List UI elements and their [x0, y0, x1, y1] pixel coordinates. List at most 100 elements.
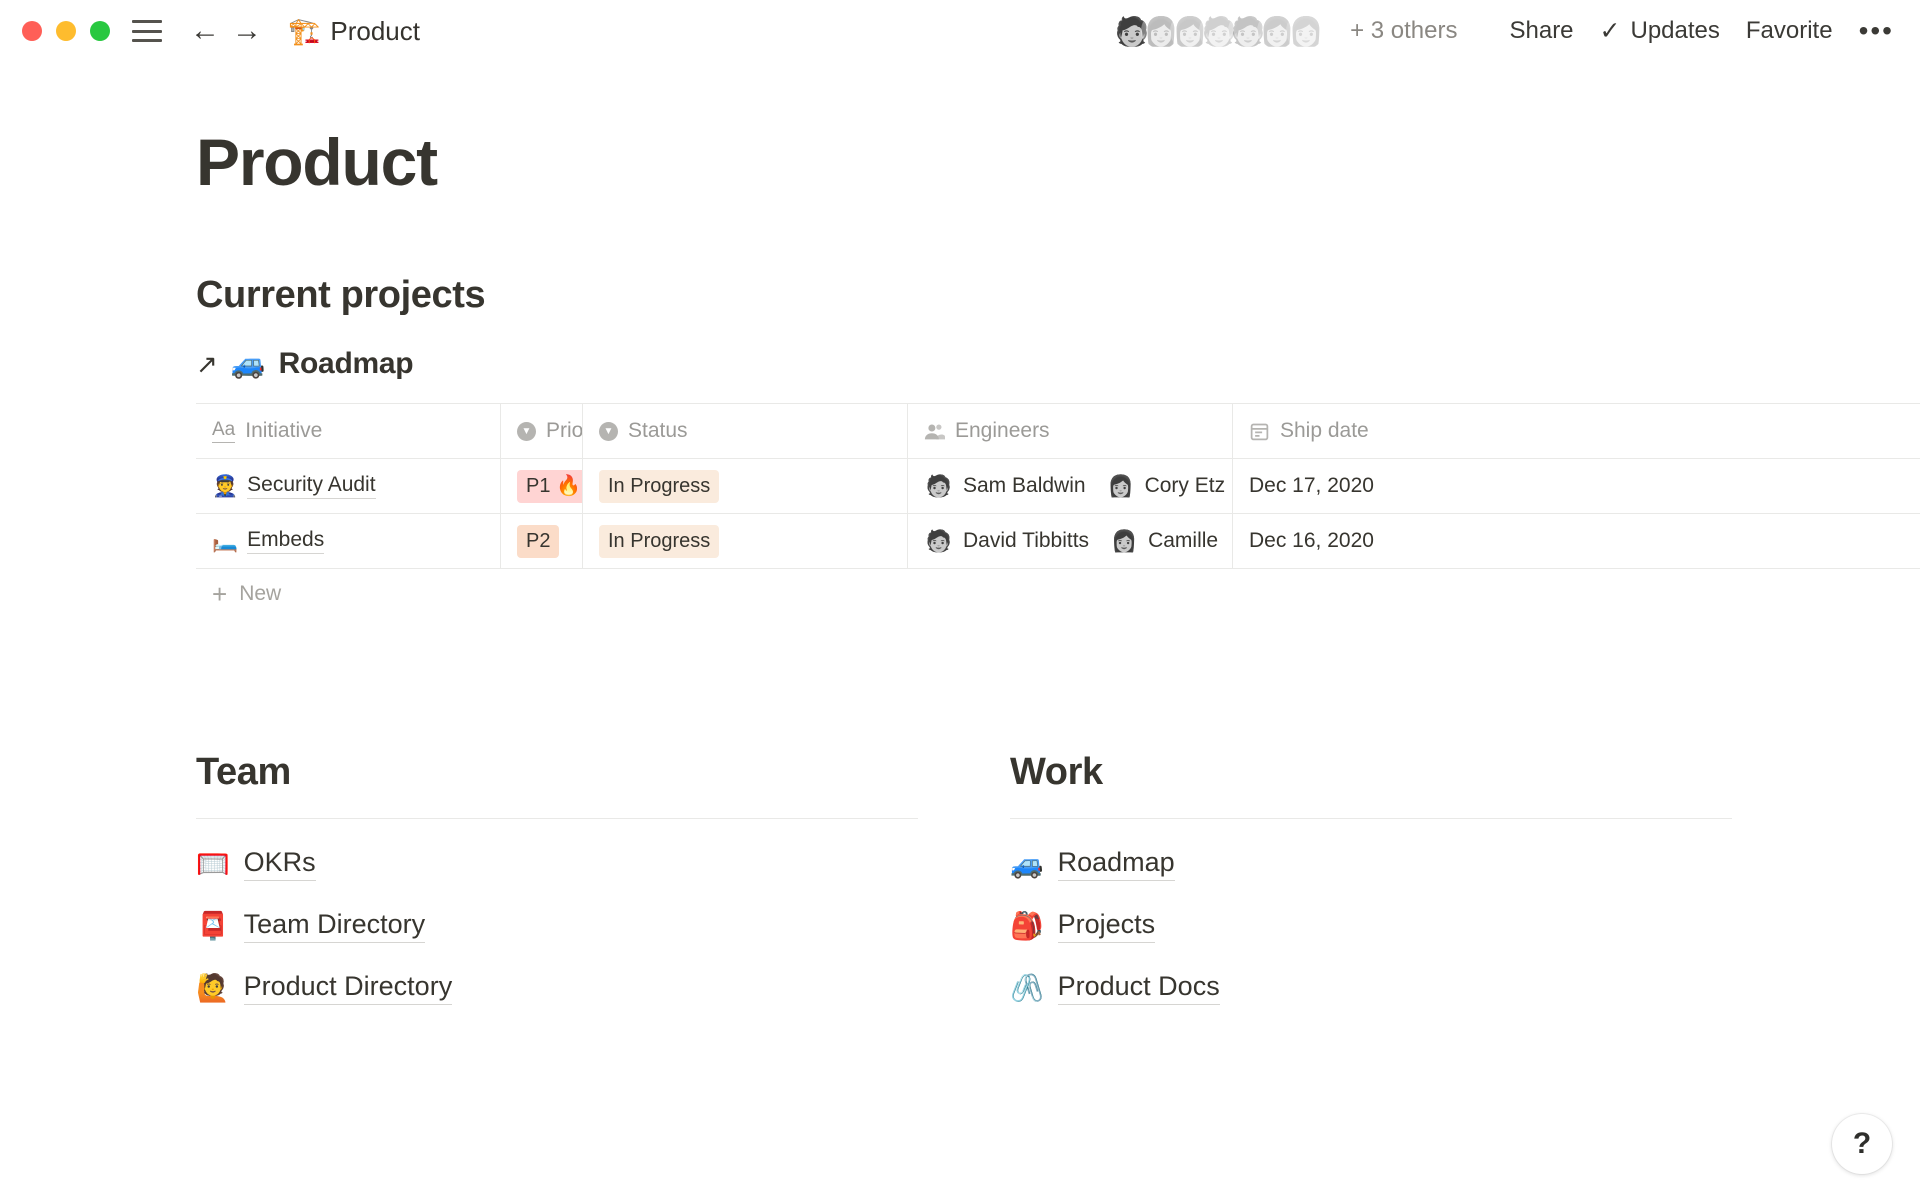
column-header-engineers[interactable]: Engineers [908, 404, 1233, 458]
link-label: Projects [1057, 909, 1156, 943]
engineer-name: David Tibbitts [963, 529, 1090, 552]
link-label: OKRs [243, 847, 316, 881]
cell-engineers[interactable]: 🧑 Sam Baldwin 👩 Cory Etz [908, 459, 1233, 513]
link-product-directory[interactable]: 🙋 Product Directory [196, 971, 918, 1005]
column-header-label: Initiative [245, 419, 323, 442]
link-projects[interactable]: 🎒 Projects [1010, 909, 1732, 943]
table-header-row: Aa Initiative ▼ Priority ▼ Status Engine… [196, 404, 1920, 459]
car-icon: 🚙 [1010, 848, 1044, 879]
forward-arrow-icon[interactable]: → [232, 14, 262, 47]
add-new-row-label: New [239, 582, 282, 605]
cell-ship-date[interactable]: Dec 17, 2020 [1233, 459, 1920, 513]
favorite-button[interactable]: Favorite [1745, 17, 1833, 44]
more-options-icon[interactable]: ••• [1858, 15, 1894, 46]
backpack-icon: 🎒 [1010, 910, 1044, 941]
avatar[interactable]: 👩 [1286, 11, 1327, 51]
avatar: 👩 [1107, 474, 1134, 498]
cell-status[interactable]: In Progress [583, 514, 908, 568]
help-button[interactable]: ? [1832, 1114, 1892, 1174]
select-type-icon: ▼ [599, 421, 618, 441]
engineer-name: Sam Baldwin [963, 474, 1086, 497]
initiative-link[interactable]: Embeds [247, 528, 325, 554]
team-heading: Team [196, 751, 291, 793]
linked-database-label: Roadmap [278, 347, 414, 380]
person-type-icon [924, 421, 945, 442]
bed-icon: 🛏️ [212, 529, 239, 553]
cell-priority[interactable]: P1 🔥 [501, 459, 583, 513]
link-product-docs[interactable]: 🖇️ Product Docs [1010, 971, 1732, 1005]
ship-date-value: Dec 16, 2020 [1249, 529, 1374, 552]
cell-initiative[interactable]: 👮 Security Audit [196, 459, 501, 513]
engineer-chip[interactable]: 👩 Cory Etz [1106, 471, 1226, 501]
window-titlebar: ← → 🏗️ Product 🧑 👩 👩 🧑 🧑 👩 👩 + 3 others … [0, 0, 1920, 62]
initiative-link[interactable]: Security Audit [247, 473, 376, 499]
current-projects-heading: Current projects [196, 274, 486, 316]
car-icon: 🚙 [230, 348, 266, 379]
add-new-row-button[interactable]: + New [196, 569, 1920, 619]
updates-button[interactable]: ✓ Updates [1600, 17, 1720, 45]
page-title: Product [196, 125, 438, 199]
engineer-chip[interactable]: 🧑 Sam Baldwin [924, 471, 1086, 501]
traffic-lights [22, 21, 110, 41]
link-label: Product Docs [1057, 971, 1220, 1005]
bottom-columns: Team 🥅 OKRs 📮 Team Directory 🙋 Product D… [196, 751, 1920, 1005]
cell-priority[interactable]: P2 [501, 514, 583, 568]
divider [1010, 818, 1732, 819]
calendar-type-icon [1249, 421, 1270, 442]
priority-badge: P1 🔥 [517, 469, 582, 503]
paperclip-icon: 🖇️ [1010, 972, 1044, 1003]
minimize-window-button[interactable] [56, 21, 76, 41]
table-row[interactable]: 👮 Security Audit P1 🔥 In Progress 🧑 Sam … [196, 459, 1920, 514]
engineer-chip[interactable]: 👩 Camille [1109, 526, 1218, 556]
avatar: 👩 [1110, 529, 1138, 553]
column-header-label: Priority [546, 419, 583, 442]
cell-engineers[interactable]: 🧑 David Tibbitts 👩 Camille [908, 514, 1233, 568]
goal-net-icon: 🥅 [196, 848, 230, 879]
other-collaborators-label: + 3 others [1350, 17, 1458, 44]
page-body: Product Current projects ↗ 🚙 Roadmap Aa … [0, 124, 1920, 1005]
collaborator-avatars[interactable]: 🧑 👩 👩 🧑 🧑 👩 👩 [1112, 11, 1327, 51]
column-header-label: Engineers [955, 419, 1050, 442]
select-type-icon: ▼ [517, 421, 536, 441]
breadcrumb-title[interactable]: Product [330, 15, 420, 46]
engineer-chip[interactable]: 🧑 David Tibbitts [924, 526, 1089, 556]
share-button[interactable]: Share [1509, 17, 1574, 44]
engineer-name: Cory Etz [1144, 474, 1226, 497]
work-column: Work 🚙 Roadmap 🎒 Projects 🖇️ Product Doc… [1010, 751, 1732, 1005]
crane-icon: 🏗️ [288, 16, 321, 46]
check-icon: ✓ [1599, 16, 1621, 45]
plus-icon: + [212, 579, 228, 609]
person-raising-hand-icon: 🙋 [196, 972, 230, 1003]
avatar: 🧑 [925, 474, 953, 498]
table-row[interactable]: 🛏️ Embeds P2 In Progress 🧑 David Tibbitt… [196, 514, 1920, 569]
column-header-ship-date[interactable]: Ship date [1233, 404, 1920, 458]
maximize-window-button[interactable] [90, 21, 110, 41]
hamburger-menu-icon[interactable] [132, 20, 162, 42]
link-label: Team Directory [243, 909, 426, 943]
back-arrow-icon[interactable]: ← [190, 14, 220, 47]
link-label: Roadmap [1057, 847, 1175, 881]
column-header-label: Status [628, 419, 688, 442]
postbox-icon: 📮 [196, 910, 230, 941]
column-header-initiative[interactable]: Aa Initiative [196, 404, 501, 458]
status-badge: In Progress [599, 524, 720, 558]
link-roadmap[interactable]: 🚙 Roadmap [1010, 847, 1732, 881]
column-header-label: Ship date [1280, 419, 1369, 442]
cell-ship-date[interactable]: Dec 16, 2020 [1233, 514, 1920, 568]
engineer-name: Camille [1148, 529, 1219, 552]
divider [196, 818, 918, 819]
link-okrs[interactable]: 🥅 OKRs [196, 847, 918, 881]
column-header-status[interactable]: ▼ Status [583, 404, 908, 458]
roadmap-table: Aa Initiative ▼ Priority ▼ Status Engine… [196, 403, 1920, 619]
topbar-actions: 🧑 👩 👩 🧑 🧑 👩 👩 + 3 others Share ✓ Updates… [1112, 0, 1894, 62]
close-window-button[interactable] [22, 21, 42, 41]
cell-status[interactable]: In Progress [583, 459, 908, 513]
link-team-directory[interactable]: 📮 Team Directory [196, 909, 918, 943]
cell-initiative[interactable]: 🛏️ Embeds [196, 514, 501, 568]
page-content: Product Current projects ↗ 🚙 Roadmap Aa … [0, 124, 1920, 1005]
team-column: Team 🥅 OKRs 📮 Team Directory 🙋 Product D… [196, 751, 918, 1005]
avatar-face: 👩 [1288, 16, 1324, 47]
column-header-priority[interactable]: ▼ Priority [501, 404, 583, 458]
linked-database-title[interactable]: ↗ 🚙 Roadmap [196, 347, 1920, 381]
status-badge: In Progress [599, 469, 720, 503]
